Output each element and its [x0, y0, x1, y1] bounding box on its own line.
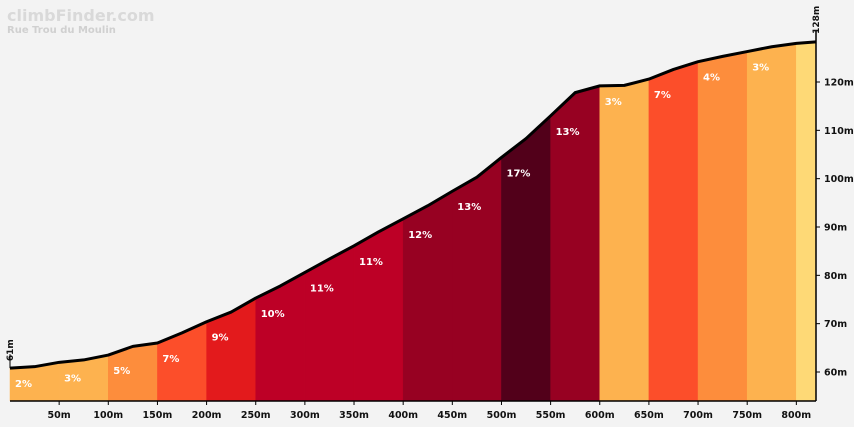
grade-label-16: 3%	[752, 63, 769, 74]
y-tick-label: 80m	[824, 271, 847, 282]
x-tick-label: 400m	[388, 410, 418, 421]
grade-label-14: 7%	[654, 90, 671, 101]
axes: 50m 100m 150m 200m 250m 300m 350m 400m 450m 500m 5…	[6, 6, 854, 421]
segment-8	[353, 218, 404, 402]
y-tick-label: 110m	[824, 126, 854, 137]
grade-label-12: 13%	[556, 127, 580, 138]
y-tick-label: 60m	[824, 368, 847, 379]
y-tick-label: 100m	[824, 174, 854, 185]
grade-label-11: 17%	[507, 168, 531, 179]
grade-label-10: 13%	[457, 202, 481, 213]
segment-11	[501, 115, 551, 402]
grade-label-1: 2%	[15, 379, 32, 390]
x-tick-label: 500m	[487, 410, 517, 421]
segment-16	[746, 43, 797, 402]
segment-17	[796, 41, 817, 402]
road-name: Rue Trou du Moulin	[7, 25, 116, 36]
x-tick-label: 150m	[143, 410, 173, 421]
x-tick-label: 800m	[781, 410, 811, 421]
gradient-labels: 2% 3% 5% 7% 9% 10% 11% 11% 12% 13% 17% 13% 3% 7% 4% 3%	[15, 63, 769, 391]
y-tick-label: 120m	[824, 78, 854, 89]
x-tick-label: 350m	[339, 410, 369, 421]
segment-14	[648, 61, 699, 402]
x-tick-label: 550m	[536, 410, 566, 421]
brand-logo: climbFinder.com	[7, 6, 155, 25]
grade-label-5: 9%	[212, 333, 229, 344]
grade-label-7: 11%	[310, 283, 334, 294]
y-tick-label: 70m	[824, 319, 847, 330]
end-elevation-label: 128m	[812, 6, 822, 34]
x-tick-label: 200m	[192, 410, 222, 421]
segment-13	[599, 78, 650, 402]
grade-label-13: 3%	[605, 97, 622, 108]
segment-15	[697, 51, 748, 402]
segment-6	[255, 272, 306, 402]
x-tick-label: 300m	[290, 410, 320, 421]
x-tick-label: 700m	[683, 410, 713, 421]
y-tick-label: 90m	[824, 223, 847, 234]
profile-outline	[9, 40, 817, 370]
x-tick-label: 100m	[93, 410, 123, 421]
grade-label-8: 11%	[359, 257, 383, 268]
x-tick-label: 250m	[241, 410, 271, 421]
profile-line	[9, 40, 817, 370]
grade-label-4: 7%	[162, 354, 179, 365]
grade-label-3: 5%	[113, 366, 130, 377]
x-tick-label: 600m	[585, 410, 615, 421]
start-elevation-label: 61m	[6, 339, 16, 361]
gradient-segments	[9, 41, 817, 402]
grade-label-9: 12%	[408, 230, 432, 241]
x-tick-label: 450m	[437, 410, 467, 421]
segment-10	[452, 156, 502, 402]
x-tick-label: 650m	[634, 410, 664, 421]
x-tick-label: 750m	[732, 410, 762, 421]
grade-label-2: 3%	[64, 373, 81, 384]
segment-9	[402, 190, 453, 402]
x-tick-label: 50m	[48, 410, 71, 421]
grade-label-15: 4%	[703, 73, 720, 84]
grade-label-6: 10%	[261, 309, 285, 320]
